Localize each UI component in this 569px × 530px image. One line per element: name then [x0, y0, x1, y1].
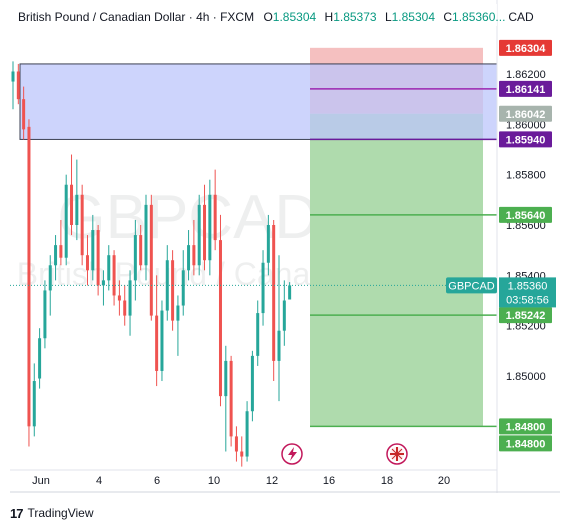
candle-body: [118, 295, 121, 300]
gb-flag-icon[interactable]: [387, 444, 407, 464]
ohlc-high-value: 1.85373: [333, 10, 377, 24]
ohlc-close-value: 1.85360...: [452, 10, 505, 24]
candle-body: [278, 331, 281, 361]
candle-body: [155, 316, 158, 371]
candle-body: [86, 255, 89, 270]
ohlc-open-key: O: [263, 10, 272, 24]
candle-body: [272, 225, 275, 361]
price-label-target-1: 1.85640: [499, 207, 552, 223]
candle-body: [262, 263, 265, 313]
svg-text:1.86304: 1.86304: [506, 43, 547, 55]
candle-body: [198, 205, 201, 265]
candle-body: [150, 205, 153, 316]
candle-body: [43, 290, 46, 338]
legend: British Pound / Canadian Dollar · 4h · F…: [12, 4, 505, 26]
candle-body: [97, 230, 100, 285]
svg-text:1.85940: 1.85940: [506, 134, 546, 146]
candle-body: [75, 195, 78, 225]
candle-body: [214, 195, 217, 240]
candle-body: [267, 225, 270, 263]
time-tick-label: 16: [323, 475, 335, 487]
candle-body: [203, 205, 206, 260]
symbol-title: British Pound / Canadian Dollar · 4h · F…: [18, 10, 254, 24]
time-tick-label: 20: [438, 475, 450, 487]
price-label-target-3a: 1.84800: [499, 418, 552, 434]
footer: 17 TradingView: [10, 503, 94, 523]
time-tick-label: 10: [208, 475, 220, 487]
candle-body: [91, 230, 94, 270]
price-label-target-3b: 1.84800: [499, 435, 552, 451]
candle-body: [230, 361, 233, 437]
candle-body: [139, 235, 142, 265]
candle-body: [102, 280, 105, 285]
ohlc-close-key: C: [443, 10, 452, 24]
price-tick-label: 1.85000: [506, 371, 546, 383]
current-symbol-label: GBPCAD: [448, 280, 495, 292]
candle-body: [283, 301, 286, 331]
candle-body: [65, 185, 68, 258]
candle-body: [145, 205, 148, 265]
tradingview-logo-icon[interactable]: 17: [10, 506, 22, 521]
ohlc-high-key: H: [325, 10, 334, 24]
time-tick-label: 18: [381, 475, 393, 487]
price-label-entry: 1.86042: [499, 106, 552, 122]
candle-body: [251, 356, 254, 411]
currency-label[interactable]: CAD: [508, 10, 534, 24]
candle-body: [27, 127, 30, 426]
candle-body: [171, 260, 174, 320]
candle-body: [54, 245, 57, 265]
candle-body: [33, 381, 36, 426]
price-label-entry-bottom: 1.85940: [499, 131, 552, 147]
candle-body: [12, 71, 15, 81]
time-tick-label: 12: [266, 475, 278, 487]
earnings-flash-icon[interactable]: [282, 444, 302, 464]
candle-body: [219, 240, 222, 396]
candle-body: [246, 411, 249, 456]
candle-body: [17, 71, 20, 99]
svg-text:1.86042: 1.86042: [506, 109, 546, 121]
brand-name[interactable]: TradingView: [27, 506, 93, 520]
target-zone[interactable]: [310, 114, 483, 427]
candle-body: [49, 265, 52, 290]
candle-body: [81, 195, 84, 255]
svg-text:1.85640: 1.85640: [506, 210, 546, 222]
candle-body: [134, 235, 137, 280]
svg-text:1.85242: 1.85242: [506, 310, 546, 322]
current-price-value: 1.85360: [508, 280, 548, 292]
price-label-target-2: 1.85242: [499, 307, 552, 323]
ohlc-low-value: 1.85304: [392, 10, 436, 24]
price-label-stop-line: 1.86141: [499, 81, 552, 97]
candle-body: [59, 245, 62, 258]
svg-text:1.84800: 1.84800: [506, 421, 546, 433]
svg-text:1.86141: 1.86141: [506, 84, 546, 96]
candle-body: [160, 311, 163, 371]
time-tick-label: 6: [154, 475, 160, 487]
candle-body: [187, 245, 190, 270]
candle-body: [240, 452, 243, 457]
candle-body: [235, 436, 238, 451]
candle-body: [288, 285, 291, 299]
time-tick-label: Jun: [32, 475, 50, 487]
price-tick-label: 1.86200: [506, 69, 546, 81]
candle-body: [256, 313, 259, 356]
candle-body: [192, 245, 195, 265]
range-box[interactable]: [20, 64, 497, 140]
candle-body: [182, 270, 185, 305]
candle-body: [208, 195, 211, 260]
candle-body: [107, 255, 110, 280]
ohlc-open-value: 1.85304: [273, 10, 317, 24]
svg-text:1.84800: 1.84800: [506, 438, 546, 450]
time-tick-label: 4: [96, 475, 102, 487]
price-tick-label: 1.85800: [506, 170, 546, 182]
candle-body: [113, 255, 116, 295]
bar-countdown: 03:58:56: [506, 294, 549, 306]
candle-body: [38, 338, 41, 378]
candle-body: [176, 306, 179, 321]
candle-body: [22, 99, 25, 129]
candle-body: [123, 301, 126, 316]
candle-body: [70, 185, 73, 225]
price-label-stop: 1.86304: [499, 40, 552, 56]
candle-body: [224, 361, 227, 396]
